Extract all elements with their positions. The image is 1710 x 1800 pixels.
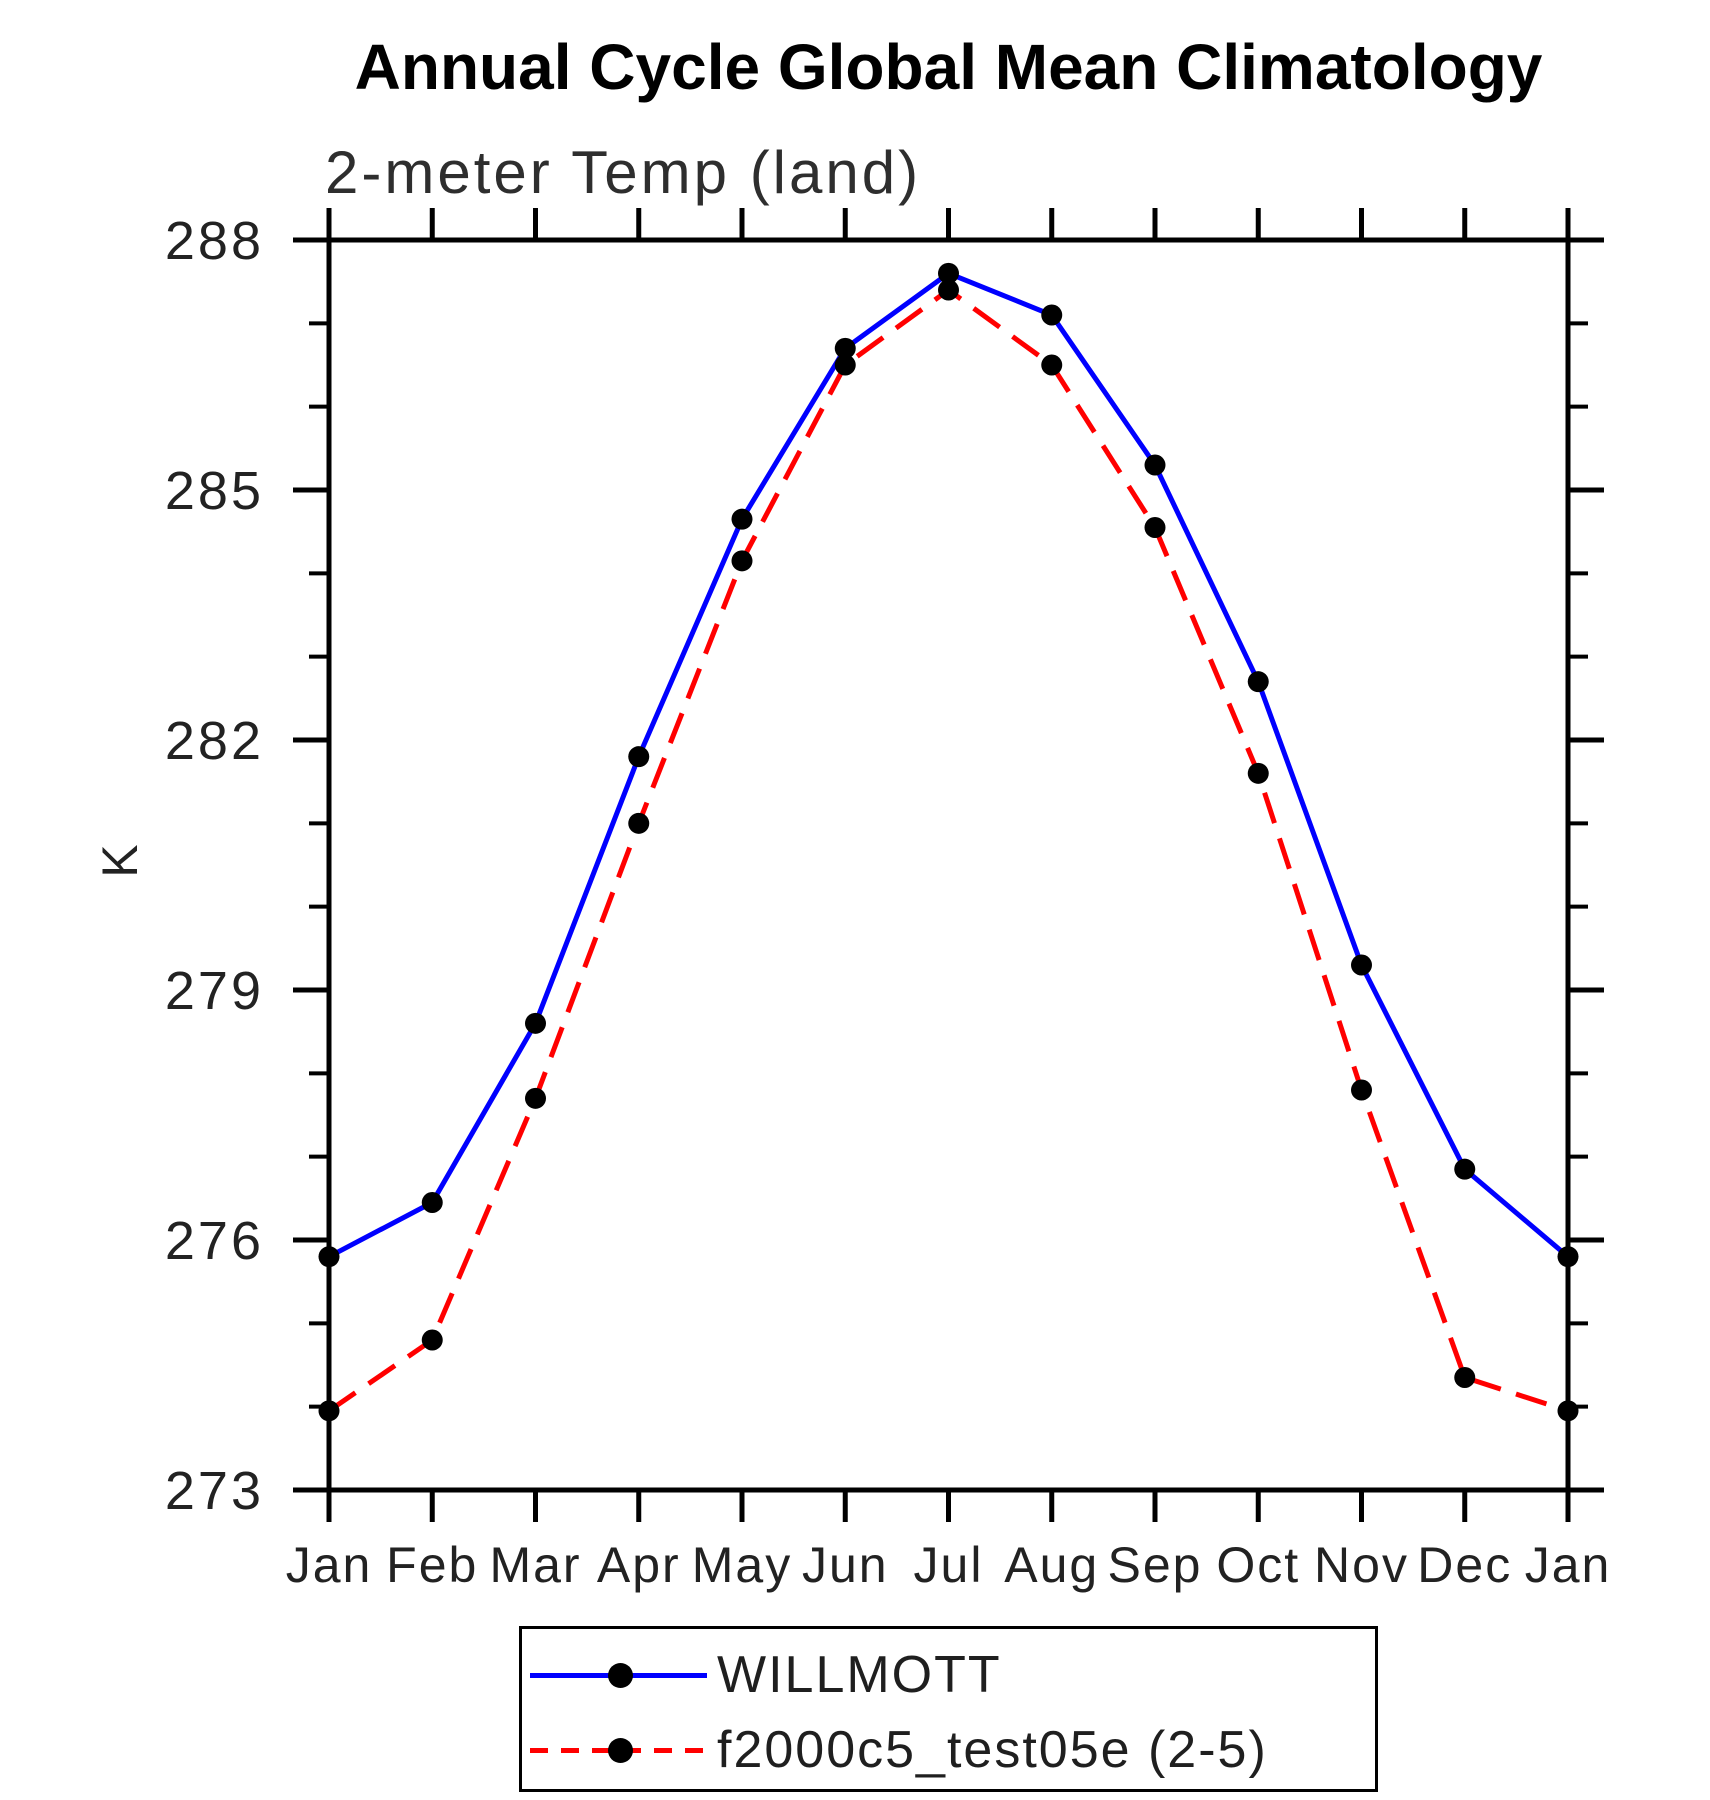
legend-row-model: f2000c5_test05e (2-5)	[530, 1721, 1268, 1779]
willmott-line-sample	[530, 1662, 707, 1688]
data-point	[421, 1192, 443, 1213]
x-tick-label: Jan	[286, 1537, 373, 1593]
data-point	[628, 746, 650, 768]
data-point	[1351, 954, 1372, 976]
x-tick-label: Apr	[597, 1537, 681, 1593]
data-point	[1041, 354, 1063, 376]
y-tick-label: 285	[165, 461, 264, 521]
legend-label-willmott: WILLMOTT	[717, 1646, 1002, 1704]
x-tick-label: Jan	[1525, 1537, 1612, 1593]
chart-subtitle: 2-meter Temp (land)	[325, 139, 922, 206]
data-point	[421, 1329, 443, 1351]
data-point	[1247, 762, 1269, 784]
x-tick-label: Oct	[1216, 1537, 1300, 1593]
chart-title: Annual Cycle Global Mean Climatology	[354, 31, 1543, 103]
data-point	[628, 812, 650, 834]
x-tick-label: Jul	[914, 1537, 984, 1593]
data-point	[1041, 304, 1063, 326]
data-point	[938, 279, 959, 301]
data-point	[525, 1012, 546, 1034]
data-point	[1454, 1158, 1476, 1180]
willmott-series-line	[327, 270, 1570, 1259]
x-tick-label: May	[692, 1537, 792, 1593]
data-point	[834, 354, 856, 376]
x-tick-label: Feb	[386, 1537, 478, 1593]
data-point	[1247, 671, 1269, 693]
data-point	[525, 1087, 546, 1109]
data-point	[731, 508, 753, 530]
data-point	[1351, 1079, 1372, 1101]
marker-dot-icon	[608, 1662, 633, 1688]
data-point	[1144, 517, 1166, 538]
data-point	[834, 337, 856, 359]
y-tick-label: 276	[165, 1211, 264, 1271]
y-tick-label: 273	[165, 1461, 264, 1521]
y-tick-label: 288	[165, 211, 264, 271]
data-point	[318, 1246, 340, 1268]
model-series-line	[327, 286, 1569, 1414]
data-point	[1557, 1246, 1579, 1268]
x-tick-label: Jun	[802, 1537, 889, 1593]
marker-dot-icon	[608, 1737, 633, 1763]
x-tick-label: Sep	[1108, 1537, 1203, 1593]
data-point	[1557, 1400, 1579, 1422]
x-tick-label: Nov	[1314, 1537, 1409, 1593]
plot-frame	[326, 237, 1571, 1493]
x-tick-label: Mar	[489, 1537, 581, 1593]
y-tick-label: 282	[165, 711, 264, 771]
model-line-sample	[530, 1737, 707, 1763]
x-tick-label: Aug	[1004, 1537, 1099, 1593]
legend: WILLMOTT f2000c5_test05e (2-5)	[519, 1626, 1378, 1792]
data-point	[731, 550, 753, 572]
legend-row-willmott: WILLMOTT	[530, 1646, 1002, 1704]
data-point	[938, 262, 959, 284]
data-point	[318, 1400, 340, 1422]
x-tick-label: Dec	[1417, 1537, 1512, 1593]
data-point	[1454, 1367, 1476, 1388]
data-point	[1144, 454, 1166, 476]
legend-label-model: f2000c5_test05e (2-5)	[717, 1721, 1268, 1779]
y-tick-label: 279	[165, 961, 264, 1021]
